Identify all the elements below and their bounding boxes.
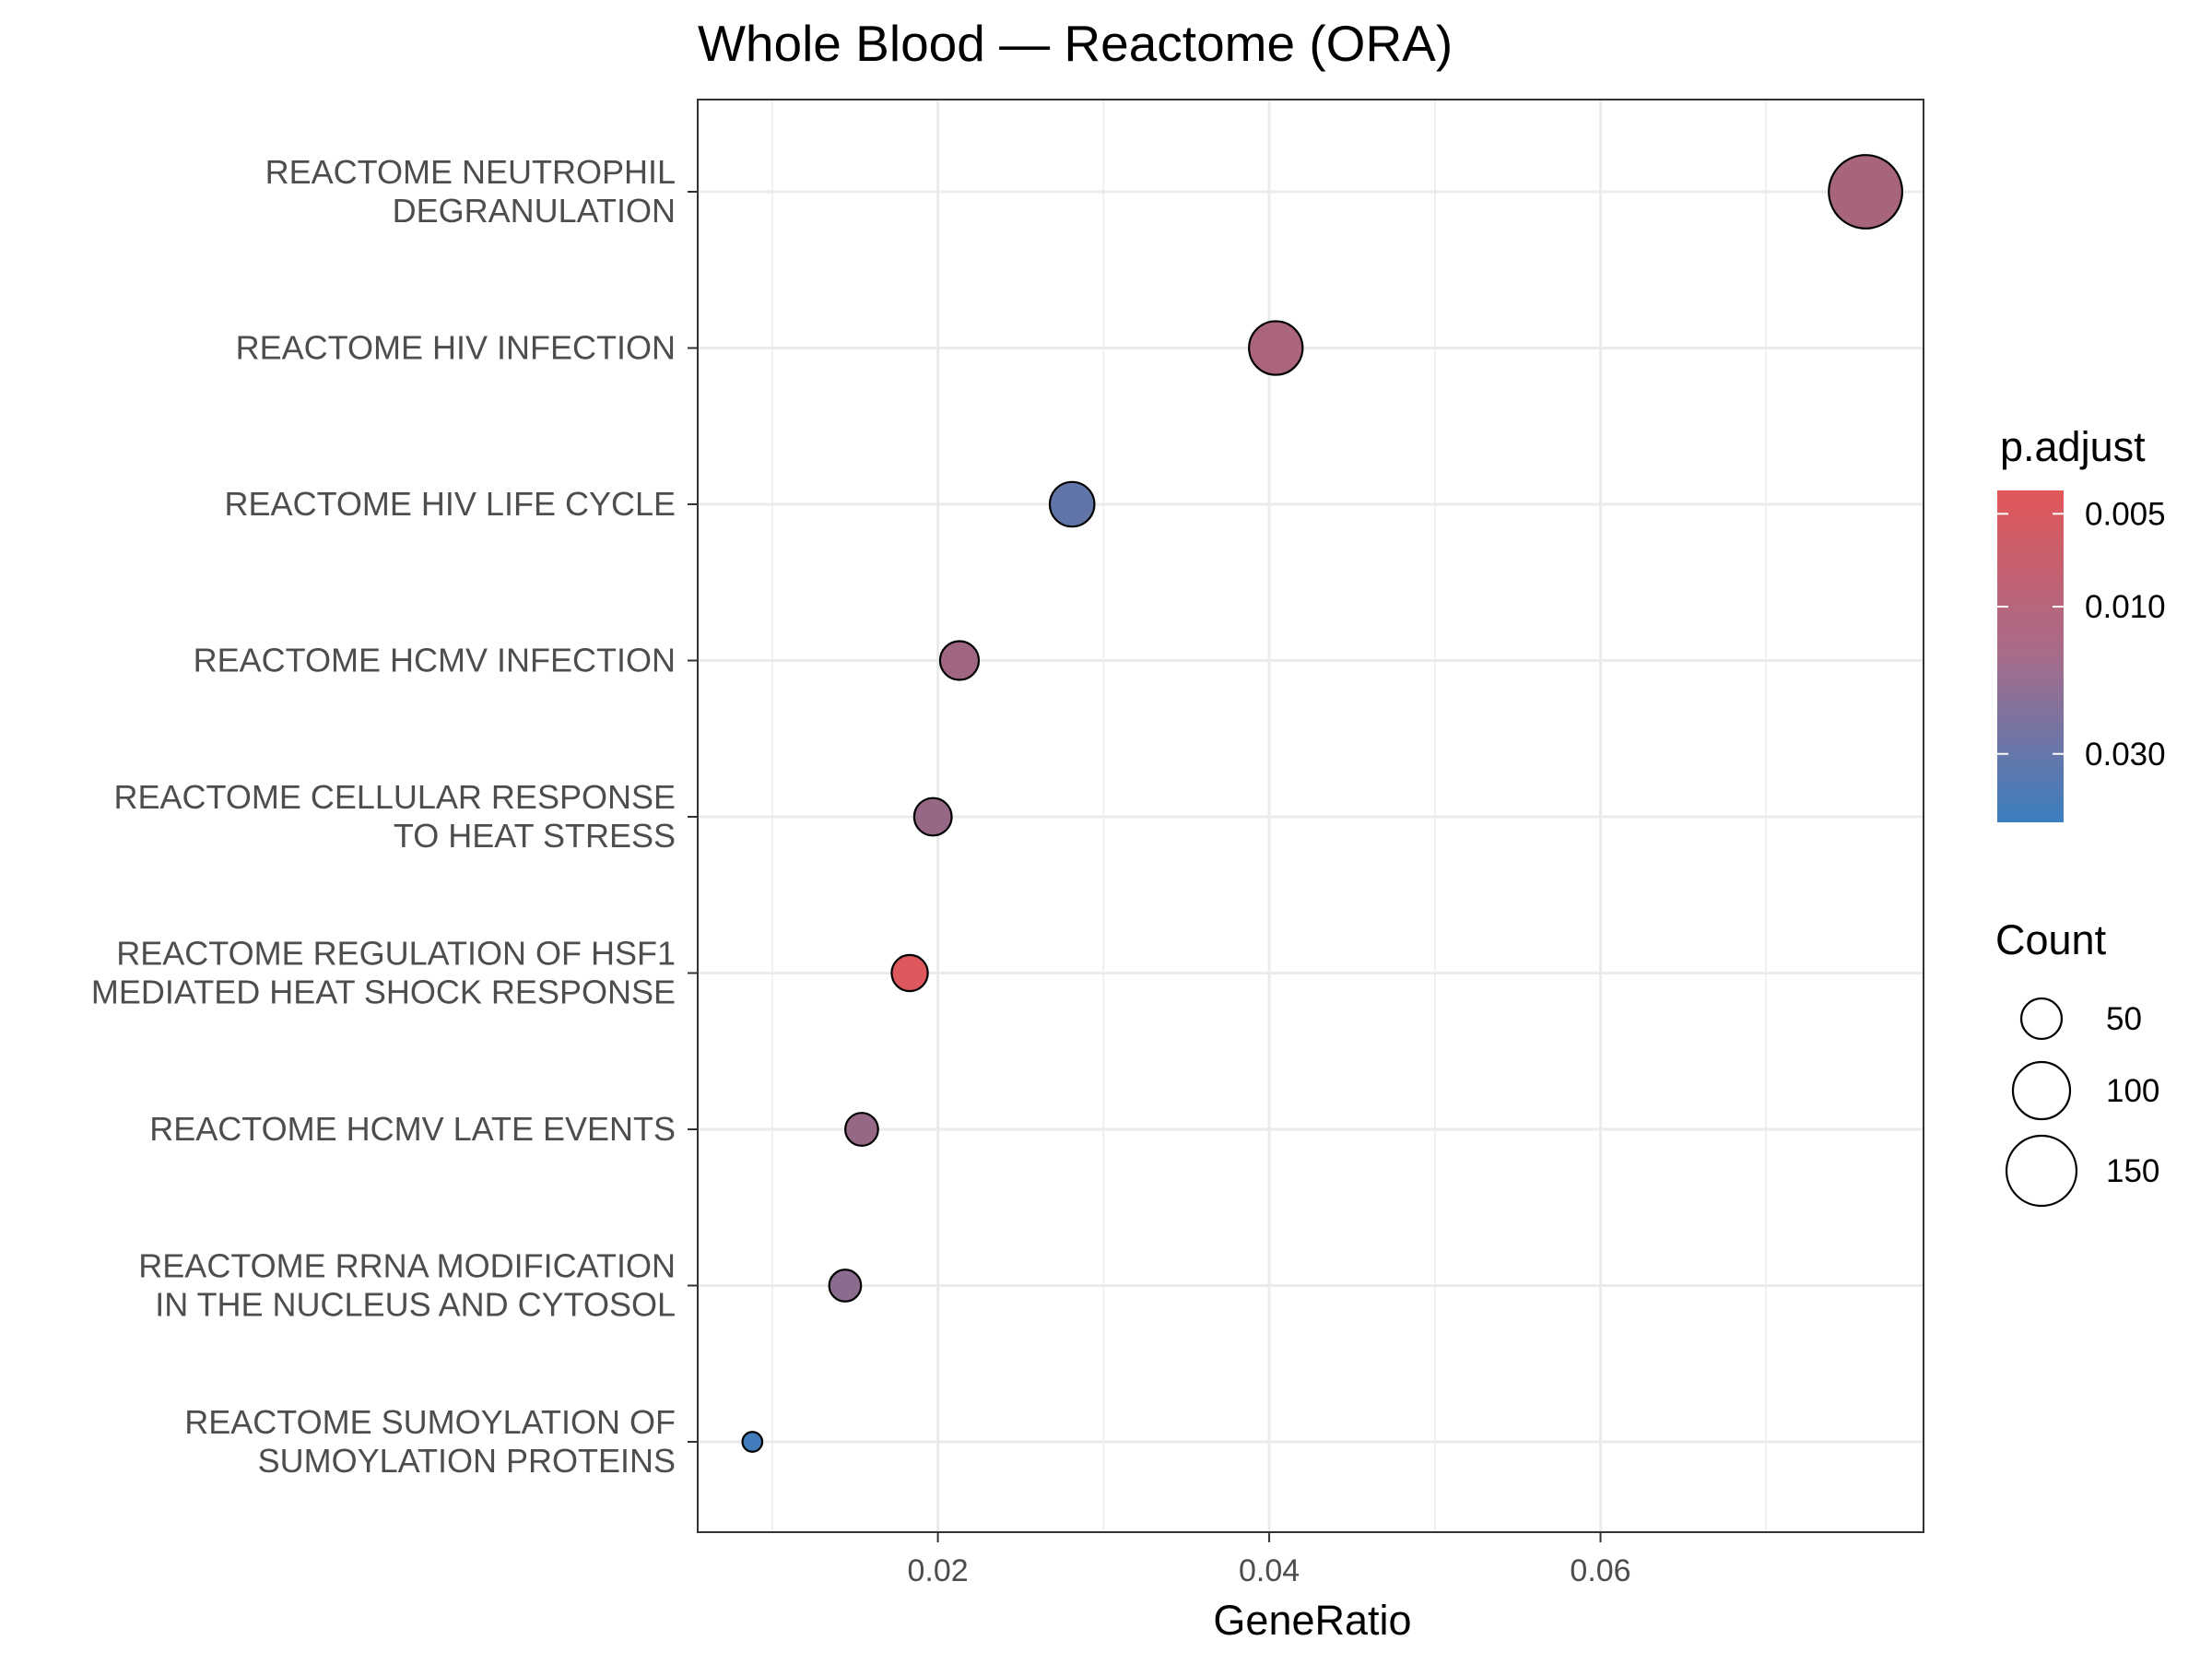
y-tick-label-line: REACTOME HCMV INFECTION xyxy=(194,642,676,679)
color-bar xyxy=(1997,490,2064,822)
color-bar-ticks: 0.005 0.010 0.030 xyxy=(1997,496,2166,773)
size-legend-circle xyxy=(2005,1134,2078,1208)
y-tick-label-line: DEGRANULATION xyxy=(393,192,676,230)
data-points xyxy=(741,154,1904,1453)
size-legend-keys: 50 100 150 xyxy=(2005,997,2159,1208)
y-axis-labels: REACTOME NEUTROPHIL DEGRANULATIONREACTOME… xyxy=(91,153,676,1480)
data-point xyxy=(938,640,981,681)
plot-panel-border xyxy=(697,99,1924,1533)
y-tick-label-line: MEDIATED HEAT SHOCK RESPONSE xyxy=(91,974,676,1011)
size-legend-circle xyxy=(2019,997,2064,1041)
y-tick-label: REACTOME HCMV LATE EVENTS xyxy=(149,1110,676,1148)
y-axis-ticks xyxy=(688,191,698,1443)
data-point xyxy=(912,797,953,837)
size-legend-label: 150 xyxy=(2106,1153,2159,1189)
color-legend: p.adjust 0.005 0.010 0.030 xyxy=(1997,423,2166,822)
data-point xyxy=(1048,480,1096,528)
size-legend-label: 50 xyxy=(2106,1001,2142,1037)
y-tick-label: REACTOME NEUTROPHIL DEGRANULATION xyxy=(265,153,676,230)
chart-title: Whole Blood — Reactome (ORA) xyxy=(698,15,1453,72)
data-point xyxy=(890,953,929,993)
y-tick-label-line: REACTOME REGULATION OF HSF1 xyxy=(116,935,676,973)
y-tick-label-line: IN THE NUCLEUS AND CYTOSOL xyxy=(155,1286,676,1324)
size-legend-title: Count xyxy=(1995,916,2107,963)
y-tick-label: REACTOME CELLULAR RESPONSE TO HEAT STRESS xyxy=(113,778,676,855)
size-legend-circle xyxy=(2011,1060,2072,1121)
data-point xyxy=(844,1112,879,1147)
y-tick-label-line: SUMOYLATION PROTEINS xyxy=(258,1442,676,1480)
data-point xyxy=(741,1431,764,1453)
y-tick-label: REACTOME RRNA MODIFICATION IN THE NUCLEUS… xyxy=(138,1247,676,1324)
y-tick-label-line: REACTOME HCMV LATE EVENTS xyxy=(149,1110,676,1148)
size-legend: Count 50 100 150 xyxy=(1995,916,2159,1208)
x-tick-label: 0.06 xyxy=(1570,1553,1630,1588)
grid-lines xyxy=(698,100,1924,1532)
y-tick-label: REACTOME HCMV INFECTION xyxy=(194,642,676,679)
color-legend-title: p.adjust xyxy=(2000,423,2146,470)
x-axis-title: GeneRatio xyxy=(1213,1597,1411,1644)
size-legend-label: 100 xyxy=(2106,1073,2159,1109)
y-tick-label-line: REACTOME RRNA MODIFICATION xyxy=(138,1247,676,1285)
y-tick-label-line: TO HEAT STRESS xyxy=(394,817,676,855)
y-tick-label-line: REACTOME NEUTROPHIL xyxy=(265,153,676,191)
y-tick-label: REACTOME HIV INFECTION xyxy=(236,329,676,367)
data-point xyxy=(1828,154,1904,230)
y-tick-label: REACTOME HIV LIFE CYCLE xyxy=(225,485,676,523)
y-tick-label: REACTOME SUMOYLATION OF SUMOYLATION PROTE… xyxy=(184,1403,676,1480)
data-point xyxy=(828,1269,863,1303)
y-tick-label: REACTOME REGULATION OF HSF1 MEDIATED HEAT… xyxy=(91,935,676,1011)
color-bar-label: 0.030 xyxy=(2085,737,2166,773)
color-bar-label: 0.010 xyxy=(2085,589,2166,625)
data-point xyxy=(1248,320,1304,376)
x-tick-label: 0.04 xyxy=(1239,1553,1300,1588)
x-tick-label: 0.02 xyxy=(908,1553,969,1588)
y-tick-label-line: REACTOME HIV LIFE CYCLE xyxy=(225,485,676,523)
y-tick-label-line: REACTOME CELLULAR RESPONSE xyxy=(113,778,676,816)
color-bar-label: 0.005 xyxy=(2085,496,2166,532)
x-axis-ticks: 0.02 0.04 0.06 xyxy=(908,1532,1631,1588)
y-tick-label-line: REACTOME SUMOYLATION OF xyxy=(184,1403,676,1441)
y-tick-label-line: REACTOME HIV INFECTION xyxy=(236,329,676,367)
